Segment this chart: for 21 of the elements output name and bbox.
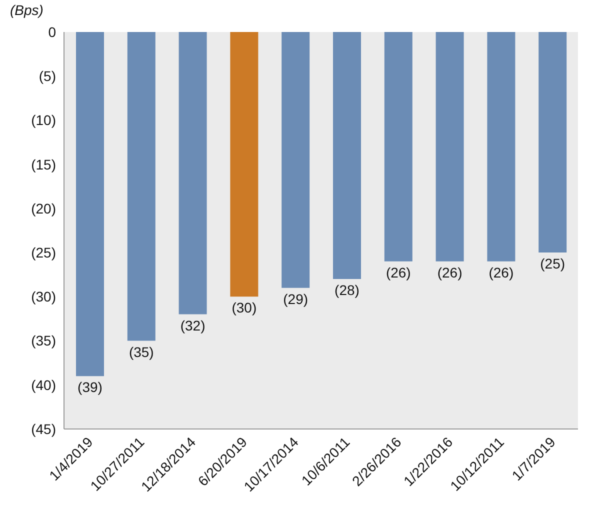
y-tick-label: (15) xyxy=(31,156,56,172)
data-label: (29) xyxy=(283,290,308,307)
data-label: (35) xyxy=(128,344,154,360)
y-tick-label: (40) xyxy=(31,376,56,393)
y-tick-label: (30) xyxy=(31,288,56,305)
y-tick-label: (35) xyxy=(31,332,56,349)
y-tick-label: (45) xyxy=(31,420,56,437)
y-tick-label: (5) xyxy=(38,68,56,84)
y-tick-label: (25) xyxy=(31,244,56,261)
y-tick-label: (10) xyxy=(31,112,56,128)
data-label: (26) xyxy=(488,264,514,280)
data-label: (28) xyxy=(334,282,360,298)
data-label: (25) xyxy=(540,256,566,272)
data-label: (26) xyxy=(386,264,411,280)
data-label: (39) xyxy=(78,379,102,396)
data-label: (30) xyxy=(232,300,257,316)
y-tick-label: 0 xyxy=(48,24,56,40)
y-axis-title: (Bps) xyxy=(10,2,44,18)
y-tick-label: (20) xyxy=(31,200,56,216)
data-label: (26) xyxy=(437,264,462,280)
data-label: (32) xyxy=(180,317,206,334)
